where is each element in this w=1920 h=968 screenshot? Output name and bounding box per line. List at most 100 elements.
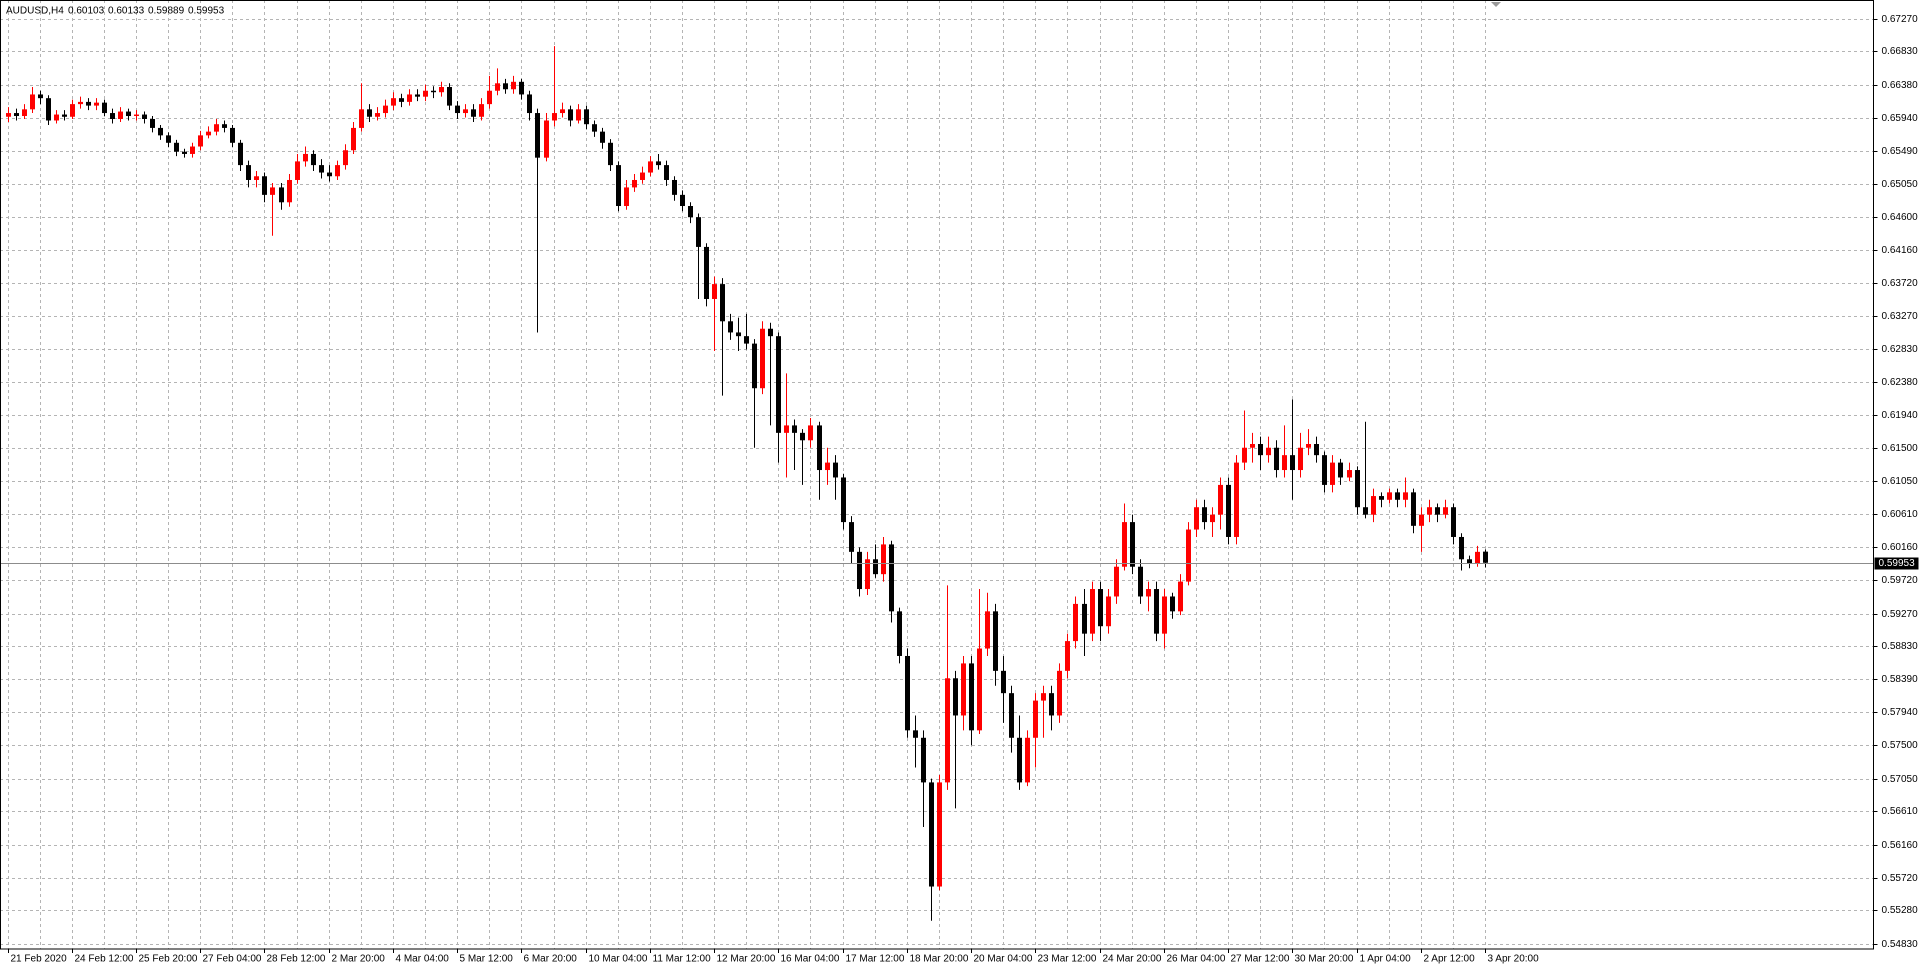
y-tick-label: 0.61050 (1882, 476, 1919, 487)
candle-body (1459, 536, 1464, 560)
candle-body (664, 165, 669, 180)
candle-body (640, 172, 645, 180)
candle-body (463, 109, 468, 114)
candle-body (1282, 455, 1287, 471)
candle-body (222, 124, 227, 128)
candle-body (1057, 670, 1062, 716)
candle-body (632, 179, 637, 188)
candle-body (1379, 496, 1384, 500)
candle-body (1435, 507, 1440, 515)
x-tick-label: 24 Feb 12:00 (75, 954, 134, 965)
x-tick-label: 12 Mar 20:00 (717, 954, 776, 965)
candle-body (287, 179, 292, 203)
candle-body (929, 782, 934, 887)
candle-body (1170, 596, 1175, 612)
candle-body (1322, 455, 1327, 485)
candle-body (142, 114, 147, 119)
y-tick-label: 0.56160 (1882, 840, 1919, 851)
candle-body (1226, 484, 1231, 537)
candle-body (1443, 507, 1448, 515)
candle-body (1371, 496, 1376, 515)
candle-body (1218, 484, 1223, 515)
candle-body (391, 98, 396, 106)
labels: AUDUSD,H4 0.60103 0.60133 0.59889 0.5995… (6, 6, 1919, 965)
y-tick-label: 0.58830 (1882, 641, 1919, 652)
candle-body (246, 165, 251, 180)
candle-body (214, 124, 219, 132)
candle-body (817, 425, 822, 471)
candle-body (1266, 447, 1271, 456)
candle-body (1330, 462, 1335, 485)
candle-body (760, 328, 765, 389)
grid (0, 0, 1874, 949)
candle-body (86, 101, 91, 106)
candle-body (439, 87, 444, 93)
candle-body (1451, 507, 1456, 537)
candle-body (672, 179, 677, 195)
y-tick-label: 0.54830 (1882, 939, 1919, 950)
candle-body (270, 187, 275, 195)
last-close: 0.59953 (188, 6, 225, 17)
y-tick-label: 0.62830 (1882, 344, 1919, 355)
candle-body (1467, 559, 1472, 564)
y-tick-label: 0.67270 (1882, 14, 1919, 25)
candle-body (1290, 455, 1295, 471)
candle-body (479, 104, 484, 117)
candle-body (30, 94, 35, 110)
y-tick-label: 0.63270 (1882, 311, 1919, 322)
candle-body (857, 551, 862, 590)
y-tick-label: 0.64600 (1882, 212, 1919, 223)
candle-body (1306, 444, 1311, 448)
candle-body (1298, 447, 1303, 471)
candle-body (1082, 603, 1087, 634)
candle-body (1274, 447, 1279, 471)
candle-body (415, 94, 420, 97)
candle-body (560, 109, 565, 114)
candle-body (327, 172, 332, 177)
candle-body (1338, 462, 1343, 478)
candle-body (1178, 581, 1183, 612)
candle-body (166, 135, 171, 143)
candle-body (102, 102, 107, 114)
candle-body (70, 104, 75, 117)
plot-frame (0, 0, 1874, 950)
candle-body (134, 114, 139, 117)
x-tick-label: 26 Mar 04:00 (1167, 954, 1226, 965)
candle-body (471, 109, 476, 117)
candle-body (688, 206, 693, 218)
candle-body (94, 102, 99, 106)
x-tick-label: 10 Mar 04:00 (589, 954, 648, 965)
candle-body (656, 161, 661, 166)
candle-body (792, 425, 797, 433)
x-tick-label: 4 Mar 04:00 (396, 954, 450, 965)
candle-body (873, 559, 878, 575)
y-tick-label: 0.64160 (1882, 245, 1919, 256)
candle-body (616, 165, 621, 207)
candle-body (206, 131, 211, 136)
candle-body (865, 559, 870, 590)
candle-body (1242, 447, 1247, 463)
x-tick-label: 23 Mar 12:00 (1038, 954, 1097, 965)
candle-body (407, 94, 412, 102)
candle-body (38, 94, 43, 99)
candle-body (1033, 700, 1038, 738)
candle-body (1210, 514, 1215, 523)
candle-body (238, 142, 243, 166)
candle-body (1065, 641, 1070, 671)
candle-body (447, 87, 452, 106)
candle-body (776, 336, 781, 433)
candle-body (921, 737, 926, 783)
candle-body (423, 90, 428, 97)
y-tick-label: 0.61940 (1882, 410, 1919, 421)
candle-body (262, 176, 267, 195)
y-tick-label: 0.56610 (1882, 806, 1919, 817)
x-tick-label: 11 Mar 12:00 (653, 954, 712, 965)
candle-body (833, 462, 838, 478)
candle-body (1202, 507, 1207, 523)
candle-body (784, 425, 789, 433)
x-tick-label: 16 Mar 04:00 (781, 954, 840, 965)
candle-body (311, 153, 316, 166)
candle-body (182, 151, 187, 154)
candle-body (6, 113, 11, 117)
candle-body (680, 194, 685, 207)
